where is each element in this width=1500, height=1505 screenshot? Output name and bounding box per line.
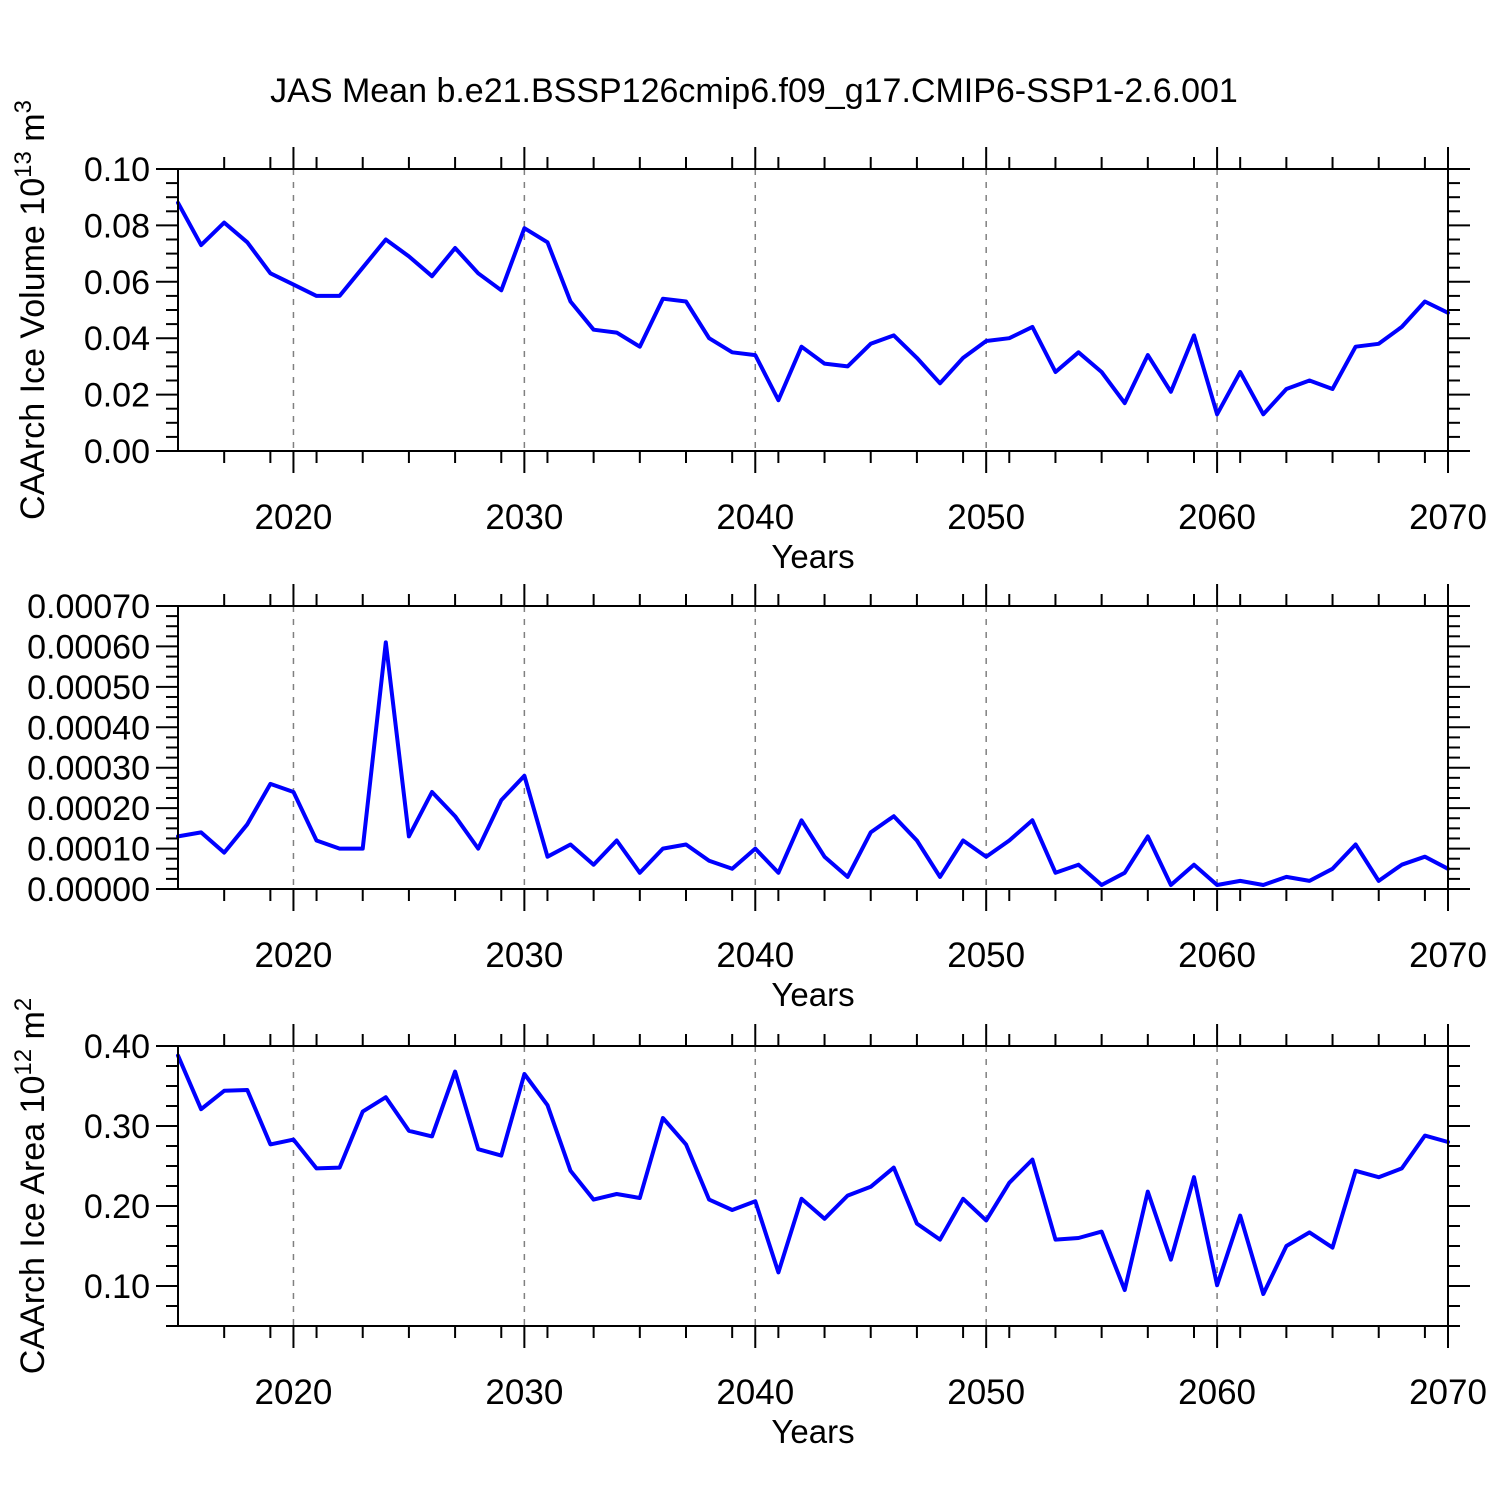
tick-marks [156,584,1470,911]
y-tick-label: 0.00000 [27,871,150,909]
y-axis-title-superscript: 3 [10,100,37,113]
y-tick-label: 0.00040 [27,709,150,747]
x-tick-label: 2060 [1178,936,1256,975]
x-tick-label: 2040 [716,1373,794,1412]
panel-ice-volume: 0.00 0.02 0.04 0.06 0.08 0.10 2020 2030 2040 2050… [10,100,1487,575]
y-axis-title-segment: CAArch Ice Volume 10 [14,178,52,520]
panel-ice-volume-tendency: 0.000000.000100.000200.000300.000400.000… [27,584,1487,1013]
x-axis-title: Years [771,976,854,1013]
x-axis-title: Years [771,1413,854,1450]
y-axis-title: CAArch Ice Area 1012​ m2​ [10,998,52,1374]
y-tick-label: 0.02 [84,377,150,415]
x-tick-label: 2040 [716,936,794,975]
data-line-ice-volume-tendency [176,640,1450,887]
x-tick-label: 2050 [947,498,1025,537]
x-tick-label: 2030 [485,936,563,975]
x-tick-label: 2060 [1178,498,1256,537]
x-tick-label: 2020 [255,936,333,975]
x-tick-label: 2020 [255,498,333,537]
y-axis-title: CAArch Ice Volume 1013​ m3​ [10,100,52,520]
x-tick-label: 2060 [1178,1373,1256,1412]
y-tick-label: 0.10 [84,1268,150,1306]
y-tick-label: 0.00060 [27,628,150,666]
y-tick-label: 0.00070 [27,588,150,626]
y-axis-title-segment: m [14,1011,52,1049]
x-tick-label: 2050 [947,1373,1025,1412]
y-tick-label: 0.00 [84,433,150,471]
tick-marks [156,147,1470,473]
x-tick-label: 2070 [1409,936,1487,975]
y-tick-label: 0.00030 [27,750,150,788]
y-tick-label: 0.00010 [27,831,150,869]
y-axis-title-superscript: 12 [10,1049,37,1076]
y-axis-title-segment: m [14,113,52,151]
x-tick-label: 2040 [716,498,794,537]
y-tick-label: 0.00020 [27,790,150,828]
y-tick-label: 0.20 [84,1188,150,1226]
panels-container: 0.00 0.02 0.04 0.06 0.08 0.10 2020 2030 2040 2050… [10,100,1487,1450]
data-line-ice-volume [176,200,1450,417]
y-tick-label: 0.04 [84,320,150,358]
x-tick-label: 2030 [485,1373,563,1412]
y-tick-label: 0.08 [84,207,150,245]
data-line-ice-area [176,1053,1450,1296]
x-tick-label: 2030 [485,498,563,537]
tick-marks [156,1024,1470,1348]
y-tick-label: 0.40 [84,1028,150,1066]
x-tick-label: 2070 [1409,498,1487,537]
y-tick-label: 0.10 [84,151,150,189]
y-axis-title-segment: CAArch Ice Area 10 [14,1076,52,1375]
x-tick-label: 2050 [947,936,1025,975]
x-tick-label: 2020 [255,1373,333,1412]
y-tick-label: 0.00050 [27,669,150,707]
chart-title: JAS Mean b.e21.BSSP126cmip6.f09_g17.CMIP… [270,72,1238,110]
y-axis-title-superscript: 2 [10,998,37,1011]
y-axis-title-superscript: 13 [10,151,37,178]
x-axis-title: Years [771,538,854,575]
y-tick-label: 0.06 [84,264,150,302]
x-tick-label: 2070 [1409,1373,1487,1412]
panel-ice-area: 0.10 0.20 0.30 0.40 2020 2030 2040 2050 2060 2070… [10,998,1487,1450]
y-tick-label: 0.30 [84,1108,150,1146]
